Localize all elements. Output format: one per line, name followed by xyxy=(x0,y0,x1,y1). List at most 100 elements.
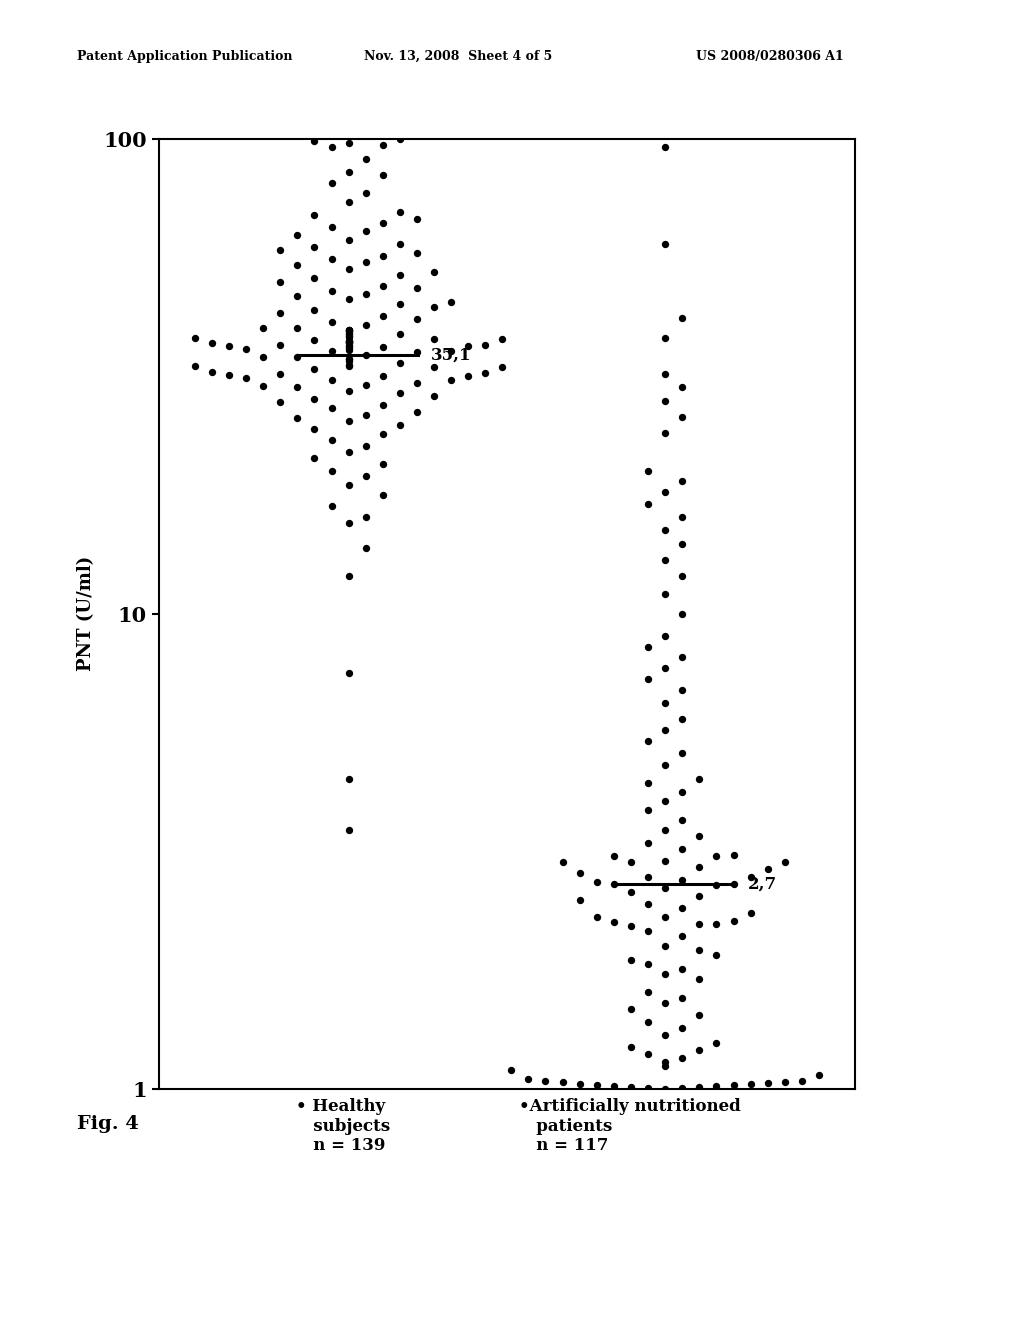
Point xyxy=(554,1072,570,1093)
Point xyxy=(324,216,340,238)
Point xyxy=(324,370,340,391)
Point xyxy=(589,871,605,892)
Point xyxy=(811,1064,827,1085)
Point xyxy=(289,285,305,306)
Point xyxy=(709,1032,725,1053)
Point xyxy=(623,1076,639,1097)
Point xyxy=(340,337,356,358)
Point xyxy=(657,820,674,841)
Point xyxy=(477,334,494,355)
Point xyxy=(324,280,340,301)
Point xyxy=(375,366,391,387)
Point xyxy=(657,907,674,928)
Point xyxy=(426,261,442,282)
Point xyxy=(657,482,674,503)
Point xyxy=(657,391,674,412)
Point xyxy=(657,549,674,570)
Point xyxy=(221,335,238,356)
Point xyxy=(289,224,305,246)
Point xyxy=(674,376,690,397)
Point xyxy=(691,857,708,878)
Point xyxy=(289,347,305,368)
Point xyxy=(674,898,690,919)
Point xyxy=(760,859,776,880)
Point xyxy=(674,533,690,554)
Point xyxy=(324,397,340,418)
Point xyxy=(357,220,374,242)
Point xyxy=(375,337,391,358)
Point xyxy=(460,366,476,387)
Point xyxy=(324,495,340,516)
Point xyxy=(221,364,238,385)
Point xyxy=(640,494,656,515)
Point xyxy=(375,276,391,297)
Point xyxy=(340,191,356,213)
Point xyxy=(375,424,391,445)
Point xyxy=(640,866,656,887)
Point xyxy=(340,348,356,370)
Point xyxy=(340,331,356,352)
Point xyxy=(589,907,605,928)
Point xyxy=(709,874,725,895)
Point xyxy=(324,312,340,333)
Point xyxy=(691,768,708,789)
Point xyxy=(605,911,622,932)
Point xyxy=(392,294,409,315)
Point xyxy=(657,657,674,678)
Point xyxy=(340,355,356,376)
Point xyxy=(657,520,674,541)
Point xyxy=(375,454,391,475)
Point xyxy=(674,987,690,1008)
Point xyxy=(674,680,690,701)
Point xyxy=(657,936,674,957)
Point xyxy=(340,441,356,462)
Point xyxy=(571,1073,588,1094)
Point xyxy=(605,845,622,866)
Point xyxy=(640,800,656,821)
Point xyxy=(674,1018,690,1039)
Point xyxy=(520,1068,537,1089)
Point xyxy=(691,913,708,935)
Point xyxy=(691,886,708,907)
Point xyxy=(204,362,220,383)
Point xyxy=(357,404,374,425)
Point xyxy=(657,964,674,985)
Point xyxy=(340,512,356,533)
Point xyxy=(340,331,356,352)
Point xyxy=(340,326,356,347)
Point xyxy=(340,333,356,354)
Point xyxy=(657,993,674,1014)
Point xyxy=(409,209,425,230)
Point xyxy=(709,913,725,935)
Point xyxy=(392,414,409,436)
Point xyxy=(657,583,674,605)
Point xyxy=(392,352,409,374)
Point xyxy=(477,363,494,384)
Point xyxy=(238,339,254,360)
Point xyxy=(340,319,356,341)
Point xyxy=(495,356,511,378)
Point xyxy=(589,1074,605,1096)
Point xyxy=(725,874,741,895)
Point xyxy=(657,1052,674,1073)
Point xyxy=(657,692,674,713)
Point xyxy=(357,375,374,396)
Point xyxy=(289,376,305,397)
Point xyxy=(674,565,690,586)
Point xyxy=(340,257,356,279)
Point xyxy=(709,1076,725,1097)
Point xyxy=(640,1011,656,1032)
Point xyxy=(794,1071,810,1092)
Point xyxy=(409,342,425,363)
Y-axis label: PNT (U/ml): PNT (U/ml) xyxy=(77,556,95,672)
Point xyxy=(691,1005,708,1026)
Point xyxy=(674,1077,690,1098)
Point xyxy=(674,709,690,730)
Point xyxy=(657,624,674,645)
Point xyxy=(340,330,356,351)
Point xyxy=(392,264,409,285)
Point xyxy=(340,335,356,356)
Point xyxy=(443,341,460,362)
Point xyxy=(674,870,690,891)
Point xyxy=(657,234,674,255)
